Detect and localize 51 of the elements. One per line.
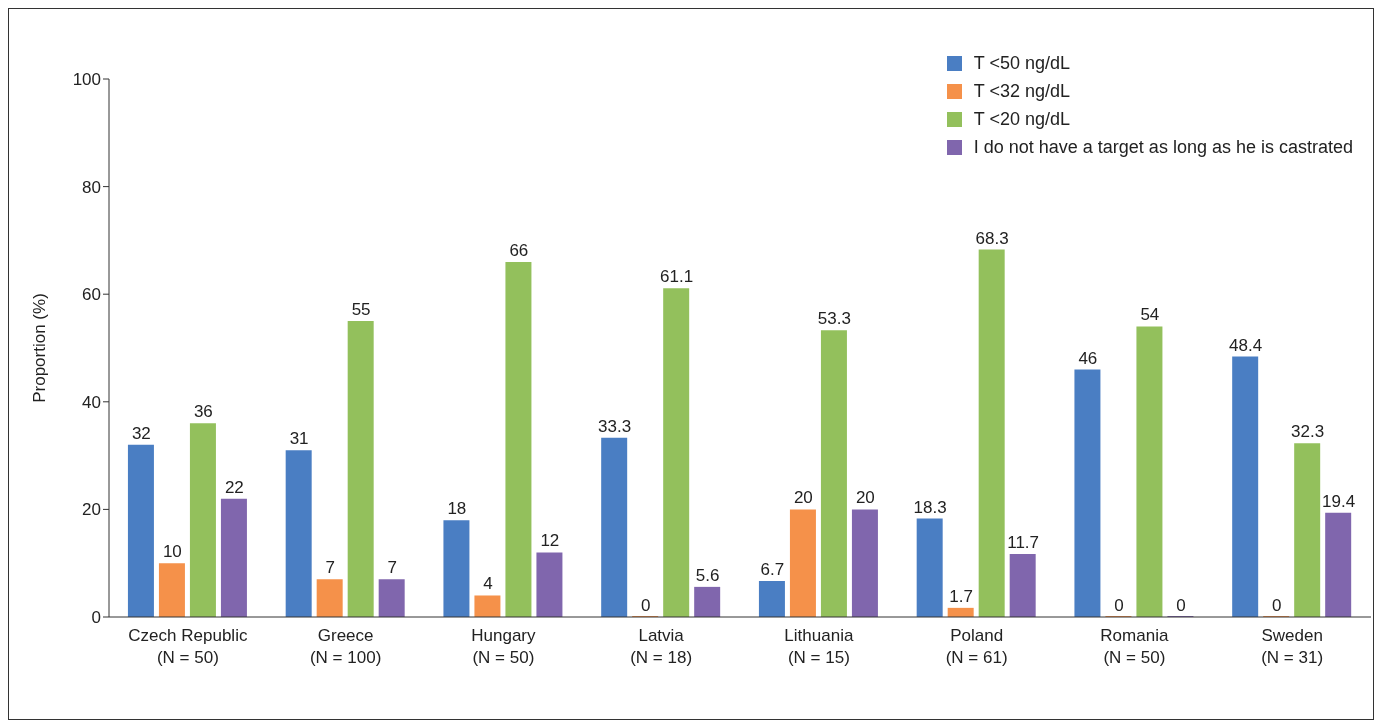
data-label: 7 [325, 558, 335, 578]
data-label: 0 [1114, 596, 1124, 615]
data-label: 20 [793, 488, 813, 508]
x-tick-label: Sweden (N = 31) [1261, 626, 1324, 667]
data-label: 54 [1140, 305, 1160, 325]
data-label: 22 [224, 477, 244, 497]
data-label: 32.3 [1291, 422, 1325, 442]
legend-label: T <20 ng/dL [973, 108, 1070, 131]
data-label: 55 [351, 300, 371, 320]
x-tick-label: Latvia (N = 18) [630, 626, 693, 667]
legend-label: T <32 ng/dL [973, 80, 1070, 103]
y-tick-label: 80 [82, 177, 101, 197]
y-tick-label: 0 [91, 608, 101, 628]
data-label: 0 [1176, 596, 1186, 615]
x-tick-label: Lithuania (N = 15) [784, 626, 854, 667]
data-label: 61.1 [660, 267, 694, 287]
y-tick-label: 20 [82, 500, 101, 520]
data-label: 4 [483, 574, 493, 594]
data-label: 31 [289, 429, 309, 449]
data-label: 48.4 [1229, 335, 1263, 355]
data-label: 1.7 [949, 586, 973, 606]
y-tick-label: 40 [82, 392, 101, 412]
data-label: 18.3 [913, 497, 947, 517]
data-label: 12 [540, 531, 560, 551]
data-label: 53.3 [817, 309, 851, 329]
x-tick-label: Greece (N = 100) [309, 626, 382, 667]
data-label: 19.4 [1322, 491, 1356, 511]
data-label: 68.3 [975, 228, 1009, 248]
data-label: 7 [387, 558, 397, 578]
data-label: 46 [1078, 348, 1098, 368]
x-tick-label: Hungary (N = 50) [471, 626, 536, 667]
data-label: 5.6 [695, 565, 720, 585]
y-axis-title: Proportion (%) [30, 293, 50, 403]
legend-label: T <50 ng/dL [973, 52, 1070, 75]
y-tick-label: 100 [72, 70, 101, 90]
data-label: 10 [162, 542, 182, 562]
data-label: 33.3 [598, 416, 632, 436]
data-label: 20 [855, 488, 875, 508]
x-tick-label: Poland (N = 61) [945, 626, 1008, 667]
x-tick-label: Romania (N = 50) [1100, 626, 1169, 667]
legend-label: I do not have a target as long as he is castrated [973, 136, 1353, 159]
y-tick-label: 60 [82, 285, 101, 305]
x-tick-label: Czech Republic (N = 50) [128, 626, 248, 667]
data-label: 6.7 [760, 559, 785, 579]
data-label: 32 [131, 423, 151, 443]
data-label: 18 [447, 499, 467, 519]
data-label: 0 [640, 596, 651, 615]
data-label: 11.7 [1007, 533, 1040, 553]
data-label: 66 [509, 240, 529, 260]
data-label: 0 [1271, 596, 1282, 615]
data-label: 36 [193, 402, 213, 422]
